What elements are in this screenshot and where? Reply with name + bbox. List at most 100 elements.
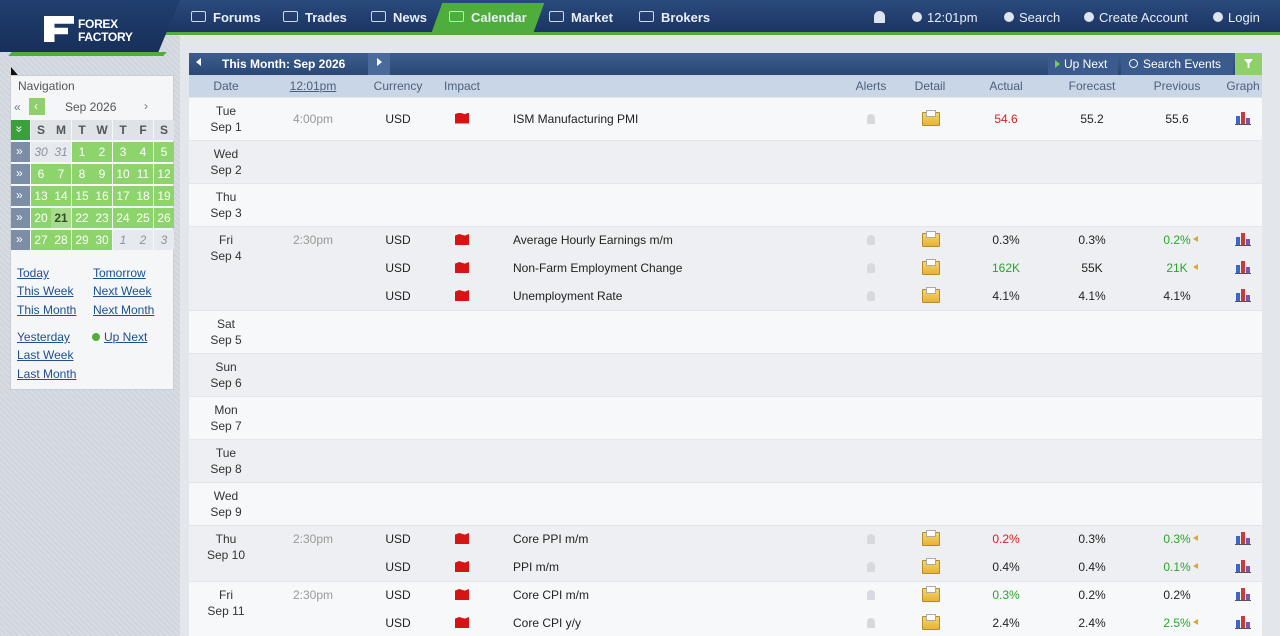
event-title[interactable]: Non-Farm Employment Change — [513, 261, 683, 275]
prev-year[interactable]: « — [14, 100, 21, 114]
day-cell[interactable]: 5 — [154, 142, 174, 162]
week-row-arrow[interactable]: » — [16, 144, 23, 158]
graph-icon[interactable] — [1235, 260, 1251, 274]
day-cell[interactable]: 21 — [51, 208, 71, 228]
sidebar-link[interactable]: This Month — [17, 303, 77, 317]
event-title[interactable]: ISM Manufacturing PMI — [513, 111, 639, 126]
detail-icon[interactable] — [922, 586, 940, 602]
header-link[interactable]: Login — [1228, 10, 1260, 25]
sidebar-link[interactable]: Last Week — [17, 348, 74, 362]
day-cell[interactable]: 22 — [72, 208, 92, 228]
week-row-arrow[interactable]: » — [16, 210, 23, 224]
alert-icon[interactable] — [867, 291, 875, 301]
nav-item[interactable]: Market — [571, 10, 613, 25]
weekday-header: M — [51, 120, 71, 140]
day-cell[interactable]: 27 — [31, 230, 51, 250]
day-cell[interactable]: 26 — [154, 208, 174, 228]
week-row-arrow[interactable]: » — [16, 232, 23, 246]
alert-icon[interactable] — [867, 263, 875, 273]
day-cell[interactable]: 29 — [72, 230, 92, 250]
day-cell[interactable]: 30 — [92, 230, 112, 250]
graph-icon[interactable] — [1235, 111, 1251, 125]
week-row-arrow[interactable]: » — [16, 166, 23, 180]
day-cell[interactable]: 15 — [72, 186, 92, 206]
day-cell[interactable]: 20 — [31, 208, 51, 228]
alert-icon[interactable] — [867, 618, 875, 628]
graph-icon[interactable] — [1235, 288, 1251, 302]
day-cell[interactable]: 18 — [133, 186, 153, 206]
day-cell[interactable]: 11 — [133, 164, 153, 184]
search-events-btn[interactable]: Search Events — [1143, 57, 1222, 71]
graph-icon[interactable] — [1235, 232, 1251, 246]
prev-month[interactable]: ‹ — [34, 99, 38, 113]
nav-item[interactable]: News — [393, 10, 427, 25]
day-cell[interactable]: 9 — [92, 164, 112, 184]
day-cell[interactable]: 10 — [113, 164, 133, 184]
day-cell[interactable]: 13 — [31, 186, 51, 206]
day-cell[interactable]: 2 — [92, 142, 112, 162]
day-cell[interactable]: 7 — [51, 164, 71, 184]
day-cell[interactable]: 12 — [154, 164, 174, 184]
day-cell[interactable]: 16 — [92, 186, 112, 206]
nav-item[interactable]: Brokers — [661, 10, 711, 25]
next-month[interactable]: › — [144, 99, 148, 113]
sidebar-link[interactable]: This Week — [17, 284, 74, 298]
day-cell[interactable]: 14 — [51, 186, 71, 206]
alert-icon[interactable] — [867, 562, 875, 572]
graph-icon[interactable] — [1235, 559, 1251, 573]
event-previous: 4.1% — [1163, 289, 1191, 303]
alert-icon[interactable] — [867, 590, 875, 600]
graph-icon[interactable] — [1235, 587, 1251, 601]
day-cell[interactable]: 31 — [51, 142, 71, 162]
detail-icon[interactable] — [922, 287, 940, 303]
up-next-btn[interactable]: Up Next — [1064, 57, 1108, 71]
sidebar-link[interactable]: Next Month — [93, 303, 155, 317]
sidebar-link[interactable]: Tomorrow — [93, 266, 146, 280]
event-title[interactable]: Core CPI m/m — [513, 588, 590, 602]
sidebar-link[interactable]: Yesterday — [17, 330, 70, 344]
week-row-arrow[interactable]: » — [16, 188, 23, 202]
detail-icon[interactable] — [922, 231, 940, 247]
nav-item[interactable]: Trades — [305, 10, 347, 25]
detail-icon[interactable] — [922, 109, 940, 126]
day-cell[interactable]: 2 — [133, 230, 153, 250]
detail-icon[interactable] — [922, 530, 940, 546]
day-cell[interactable]: 19 — [154, 186, 174, 206]
day-cell[interactable]: 23 — [92, 208, 112, 228]
sidebar-link[interactable]: Last Month — [17, 367, 77, 381]
day-cell[interactable]: 24 — [113, 208, 133, 228]
header-link[interactable]: Search — [1019, 10, 1061, 25]
sidebar-link[interactable]: Up Next — [104, 330, 148, 344]
day-cell[interactable]: 17 — [113, 186, 133, 206]
alert-icon[interactable] — [867, 534, 875, 544]
event-title[interactable]: PPI m/m — [513, 560, 560, 574]
event-title[interactable]: Core CPI y/y — [513, 616, 582, 630]
day-cell[interactable]: 1 — [113, 230, 133, 250]
alert-icon[interactable] — [867, 235, 875, 245]
graph-icon[interactable] — [1235, 531, 1251, 545]
day-cell[interactable]: 28 — [51, 230, 71, 250]
event-title[interactable]: Average Hourly Earnings m/m — [513, 233, 673, 247]
sidebar-link[interactable]: Today — [17, 266, 50, 280]
detail-icon[interactable] — [922, 614, 940, 630]
detail-icon[interactable] — [922, 259, 940, 275]
day-cell[interactable]: 4 — [133, 142, 153, 162]
day-cell[interactable]: 30 — [31, 142, 51, 162]
day-cell[interactable]: 25 — [133, 208, 153, 228]
toolbar-prev[interactable] — [196, 58, 201, 66]
day-cell[interactable]: 3 — [113, 142, 133, 162]
detail-icon[interactable] — [922, 558, 940, 574]
day-cell[interactable]: 8 — [72, 164, 92, 184]
header-link[interactable]: Create Account — [1099, 10, 1188, 25]
toolbar-next[interactable] — [377, 58, 382, 66]
event-title[interactable]: Unemployment Rate — [513, 289, 623, 303]
day-cell[interactable]: 3 — [154, 230, 174, 250]
nav-item[interactable]: Calendar — [471, 10, 527, 25]
day-cell[interactable]: 6 — [31, 164, 51, 184]
event-title[interactable]: Core PPI m/m — [513, 532, 589, 546]
alert-icon[interactable] — [867, 113, 875, 124]
nav-item[interactable]: Forums — [213, 10, 261, 25]
day-cell[interactable]: 1 — [72, 142, 92, 162]
graph-icon[interactable] — [1235, 615, 1251, 629]
sidebar-link[interactable]: Next Week — [93, 284, 152, 298]
